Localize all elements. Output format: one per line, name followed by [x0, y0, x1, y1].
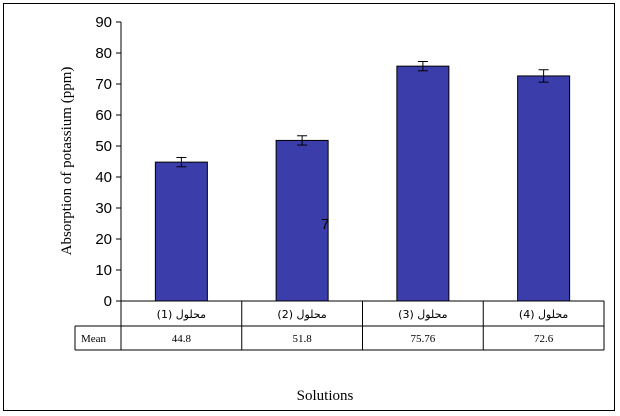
bar [154, 161, 208, 302]
y-tick-label: 30 [95, 200, 112, 217]
table-cell: 51.8 [293, 333, 313, 345]
bar [275, 139, 329, 302]
x-tick-label: محلول (4) [519, 308, 569, 321]
table-row-label: Mean [81, 333, 107, 345]
x-tick-label: محلول (3) [398, 308, 448, 321]
bars [154, 60, 571, 302]
x-axis-label: Solutions [297, 388, 354, 404]
bar [396, 65, 450, 302]
y-tick-label: 10 [95, 262, 112, 279]
chart-frame [3, 3, 615, 411]
y-axis: 0 10 20 30 40 50 60 70 80 90 [95, 14, 122, 310]
annotation-label: 7 [321, 216, 329, 233]
bar [517, 75, 571, 302]
data-table: محلول (1) محلول (2) محلول (3) محلول (4) Mean… [74, 300, 605, 351]
y-tick-label: 90 [95, 14, 112, 31]
table-cell: 72.6 [534, 333, 554, 345]
y-tick-label: 50 [95, 138, 112, 155]
table-cell: 44.8 [172, 333, 192, 345]
x-tick-label: محلول (2) [277, 308, 327, 321]
x-tick-label: محلول (1) [157, 308, 207, 321]
y-axis-label: Absorption of potassium (ppm) [59, 67, 75, 256]
y-tick-label: 80 [95, 45, 112, 62]
y-tick-label: 70 [95, 76, 112, 93]
y-tick-label: 0 [104, 293, 112, 310]
y-tick-label: 20 [95, 231, 112, 248]
y-tick-label: 60 [95, 107, 112, 124]
table-cell: 75.76 [411, 333, 436, 345]
y-tick-label: 40 [95, 169, 112, 186]
